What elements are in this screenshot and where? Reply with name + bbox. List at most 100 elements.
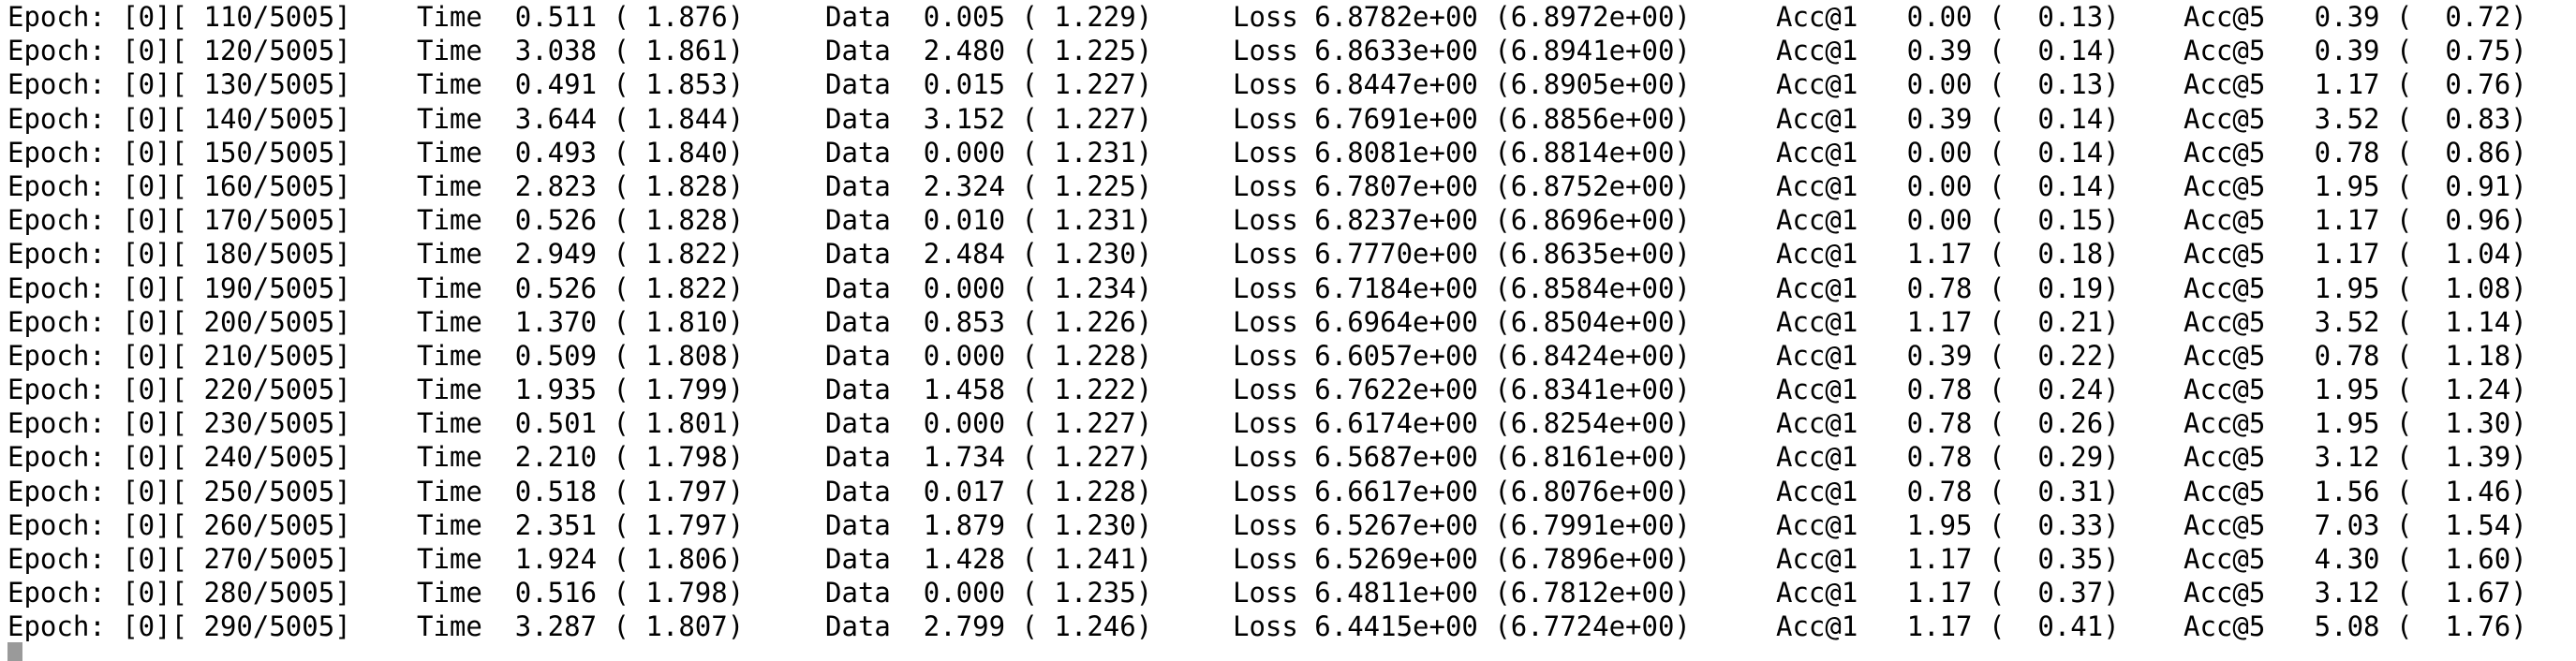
log-acc5: Acc@5 1.95 ( 0.91) (2184, 169, 2527, 202)
log-line: Epoch: [0][ 240/5005] Time 2.210 ( 1.798)… (7, 440, 2576, 474)
log-acc1: Acc@1 1.17 ( 0.21) (1776, 305, 2120, 338)
log-loss: Loss 6.4415e+00 (6.7724e+00) (1233, 610, 1691, 643)
log-line: Epoch: [0][ 170/5005] Time 0.526 ( 1.828)… (7, 203, 2576, 237)
log-loss: Loss 6.5687e+00 (6.8161e+00) (1233, 441, 1691, 474)
log-data: Data 1.458 ( 1.222) (825, 374, 1153, 406)
log-acc5: Acc@5 1.95 ( 1.24) (2184, 374, 2527, 406)
log-epoch: Epoch: [0][ 130/5005] (7, 68, 351, 101)
log-time: Time 3.038 ( 1.861) (417, 35, 745, 67)
log-acc1: Acc@1 1.17 ( 0.37) (1776, 577, 2120, 610)
log-time: Time 0.493 ( 1.840) (417, 136, 745, 169)
log-acc5: Acc@5 1.17 ( 0.76) (2184, 68, 2527, 101)
log-time: Time 0.516 ( 1.798) (417, 577, 745, 610)
log-acc1: Acc@1 1.95 ( 0.33) (1776, 508, 2120, 541)
log-acc5: Acc@5 3.52 ( 0.83) (2184, 102, 2527, 135)
log-epoch: Epoch: [0][ 180/5005] (7, 238, 351, 271)
log-epoch: Epoch: [0][ 160/5005] (7, 169, 351, 202)
terminal-cursor (7, 642, 22, 661)
log-epoch: Epoch: [0][ 170/5005] (7, 204, 351, 237)
log-acc5: Acc@5 1.56 ( 1.46) (2184, 475, 2527, 507)
log-time: Time 2.823 ( 1.828) (417, 169, 745, 202)
log-loss: Loss 6.7807e+00 (6.8752e+00) (1233, 169, 1691, 202)
log-acc1: Acc@1 0.00 ( 0.13) (1776, 1, 2120, 33)
log-acc1: Acc@1 0.78 ( 0.19) (1776, 272, 2120, 304)
log-acc5: Acc@5 0.78 ( 1.18) (2184, 339, 2527, 372)
log-line: Epoch: [0][ 220/5005] Time 1.935 ( 1.799)… (7, 373, 2576, 406)
log-loss: Loss 6.7622e+00 (6.8341e+00) (1233, 374, 1691, 406)
log-line: Epoch: [0][ 120/5005] Time 3.038 ( 1.861)… (7, 34, 2576, 67)
log-line: Epoch: [0][ 190/5005] Time 0.526 ( 1.822)… (7, 272, 2576, 305)
log-loss: Loss 6.7770e+00 (6.8635e+00) (1233, 238, 1691, 271)
log-time: Time 1.370 ( 1.810) (417, 305, 745, 338)
log-acc5: Acc@5 3.52 ( 1.14) (2184, 305, 2527, 338)
log-time: Time 1.935 ( 1.799) (417, 374, 745, 406)
log-data: Data 0.000 ( 1.234) (825, 272, 1153, 304)
log-acc1: Acc@1 1.17 ( 0.35) (1776, 543, 2120, 575)
log-data: Data 1.879 ( 1.230) (825, 508, 1153, 541)
log-epoch: Epoch: [0][ 150/5005] (7, 136, 351, 169)
log-line: Epoch: [0][ 250/5005] Time 0.518 ( 1.797)… (7, 475, 2576, 508)
log-epoch: Epoch: [0][ 270/5005] (7, 543, 351, 575)
log-loss: Loss 6.8633e+00 (6.8941e+00) (1233, 35, 1691, 67)
log-acc1: Acc@1 0.00 ( 0.15) (1776, 204, 2120, 237)
log-loss: Loss 6.5269e+00 (6.7896e+00) (1233, 543, 1691, 575)
log-epoch: Epoch: [0][ 230/5005] (7, 407, 351, 440)
log-acc1: Acc@1 0.78 ( 0.26) (1776, 407, 2120, 440)
log-acc1: Acc@1 0.78 ( 0.31) (1776, 475, 2120, 507)
log-data: Data 0.015 ( 1.227) (825, 68, 1153, 101)
log-data: Data 2.324 ( 1.225) (825, 169, 1153, 202)
log-lines: Epoch: [0][ 110/5005] Time 0.511 ( 1.876)… (7, 0, 2576, 644)
log-acc1: Acc@1 1.17 ( 0.41) (1776, 610, 2120, 643)
log-acc5: Acc@5 0.39 ( 0.75) (2184, 35, 2527, 67)
log-time: Time 0.501 ( 1.801) (417, 407, 745, 440)
log-loss: Loss 6.6057e+00 (6.8424e+00) (1233, 339, 1691, 372)
log-epoch: Epoch: [0][ 140/5005] (7, 102, 351, 135)
log-line: Epoch: [0][ 110/5005] Time 0.511 ( 1.876)… (7, 0, 2576, 34)
log-epoch: Epoch: [0][ 260/5005] (7, 508, 351, 541)
log-line: Epoch: [0][ 230/5005] Time 0.501 ( 1.801)… (7, 406, 2576, 440)
log-loss: Loss 6.6617e+00 (6.8076e+00) (1233, 475, 1691, 507)
log-loss: Loss 6.4811e+00 (6.7812e+00) (1233, 577, 1691, 610)
log-data: Data 0.000 ( 1.235) (825, 577, 1153, 610)
log-epoch: Epoch: [0][ 190/5005] (7, 272, 351, 304)
log-data: Data 0.005 ( 1.229) (825, 1, 1153, 33)
log-acc5: Acc@5 3.12 ( 1.39) (2184, 441, 2527, 474)
log-epoch: Epoch: [0][ 250/5005] (7, 475, 351, 507)
log-line: Epoch: [0][ 260/5005] Time 2.351 ( 1.797)… (7, 508, 2576, 542)
log-acc5: Acc@5 5.08 ( 1.76) (2184, 610, 2527, 643)
log-epoch: Epoch: [0][ 110/5005] (7, 1, 351, 33)
log-line: Epoch: [0][ 150/5005] Time 0.493 ( 1.840)… (7, 136, 2576, 169)
log-line: Epoch: [0][ 210/5005] Time 0.509 ( 1.808)… (7, 339, 2576, 373)
log-time: Time 1.924 ( 1.806) (417, 543, 745, 575)
log-time: Time 0.526 ( 1.822) (417, 272, 745, 304)
log-line: Epoch: [0][ 160/5005] Time 2.823 ( 1.828)… (7, 169, 2576, 203)
log-acc1: Acc@1 1.17 ( 0.18) (1776, 238, 2120, 271)
log-acc5: Acc@5 1.95 ( 1.08) (2184, 272, 2527, 304)
log-time: Time 3.287 ( 1.807) (417, 610, 745, 643)
log-epoch: Epoch: [0][ 120/5005] (7, 35, 351, 67)
log-acc1: Acc@1 0.00 ( 0.14) (1776, 169, 2120, 202)
log-loss: Loss 6.6964e+00 (6.8504e+00) (1233, 305, 1691, 338)
log-data: Data 0.853 ( 1.226) (825, 305, 1153, 338)
log-data: Data 0.017 ( 1.228) (825, 475, 1153, 507)
log-acc5: Acc@5 1.95 ( 1.30) (2184, 407, 2527, 440)
log-line: Epoch: [0][ 270/5005] Time 1.924 ( 1.806)… (7, 542, 2576, 576)
log-loss: Loss 6.8782e+00 (6.8972e+00) (1233, 1, 1691, 33)
log-loss: Loss 6.8237e+00 (6.8696e+00) (1233, 204, 1691, 237)
log-epoch: Epoch: [0][ 220/5005] (7, 374, 351, 406)
log-epoch: Epoch: [0][ 200/5005] (7, 305, 351, 338)
log-time: Time 0.491 ( 1.853) (417, 68, 745, 101)
log-data: Data 1.428 ( 1.241) (825, 543, 1153, 575)
log-data: Data 2.799 ( 1.246) (825, 610, 1153, 643)
log-loss: Loss 6.6174e+00 (6.8254e+00) (1233, 407, 1691, 440)
log-data: Data 3.152 ( 1.227) (825, 102, 1153, 135)
log-line: Epoch: [0][ 180/5005] Time 2.949 ( 1.822)… (7, 237, 2576, 271)
log-line: Epoch: [0][ 140/5005] Time 3.644 ( 1.844)… (7, 102, 2576, 136)
log-acc1: Acc@1 0.39 ( 0.14) (1776, 35, 2120, 67)
log-data: Data 1.734 ( 1.227) (825, 441, 1153, 474)
log-acc1: Acc@1 0.78 ( 0.29) (1776, 441, 2120, 474)
log-time: Time 0.511 ( 1.876) (417, 1, 745, 33)
log-loss: Loss 6.7691e+00 (6.8856e+00) (1233, 102, 1691, 135)
log-acc1: Acc@1 0.39 ( 0.22) (1776, 339, 2120, 372)
